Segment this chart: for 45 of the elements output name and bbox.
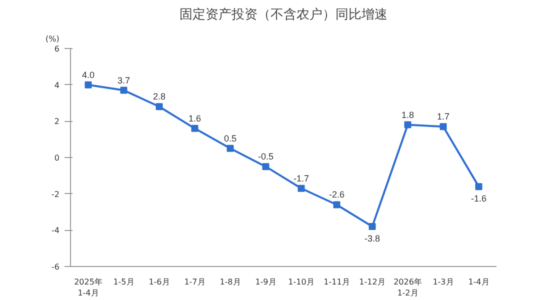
data-label: 0.5 (224, 133, 237, 144)
y-tick-label: -2 (52, 190, 60, 199)
data-label: -1.7 (293, 173, 310, 184)
point (333, 201, 340, 208)
data-label: 1.7 (436, 112, 450, 122)
x-tick-label: 1-4月 (468, 278, 490, 286)
x-tick-label: 1-9月 (255, 278, 276, 286)
point (404, 121, 412, 128)
x-tick-label: 1-12月 (359, 278, 386, 286)
point (298, 184, 305, 192)
y-tick-label: 4 (54, 80, 60, 90)
y-tick-label: 2 (54, 117, 60, 126)
chart-title: 固定资产投资（不含农户）同比增速 (180, 8, 388, 22)
y-tick-label: 0 (54, 154, 60, 162)
data-label: -2.6 (328, 190, 345, 200)
point (156, 103, 163, 110)
y-tick-label: -6 (52, 262, 60, 272)
x-tick-label: 2025年 1-4月 (74, 278, 102, 298)
point (368, 223, 376, 230)
point (475, 183, 482, 190)
x-tick-label: 1-6月 (148, 278, 170, 286)
x-tick-label: 1-5月 (113, 278, 134, 286)
data-label: -3.8 (364, 234, 380, 244)
data-label: -0.5 (258, 152, 274, 162)
x-tick-label: 2026年 1-2月 (394, 278, 422, 298)
point (120, 86, 128, 94)
point (440, 123, 447, 130)
y-tick-label: -4 (52, 226, 60, 236)
point (84, 81, 92, 88)
x-tick-label: 1-8月 (220, 278, 241, 286)
data-label: 1.6 (188, 113, 202, 124)
data-label: 3.7 (117, 75, 130, 86)
data-label: -1.6 (470, 194, 487, 204)
point (226, 144, 234, 152)
point (191, 124, 198, 132)
data-label: 4.0 (82, 70, 95, 80)
x-tick-label: 1-10月 (288, 278, 314, 286)
x-tick-label: 1-11月 (324, 278, 350, 286)
x-tick-label: 1-3月 (432, 278, 454, 286)
point (262, 163, 270, 170)
x-tick-label: 1-7月 (184, 278, 206, 286)
y-tick-label: 6 (54, 44, 60, 54)
y-axis-title: (%) (46, 34, 60, 44)
data-label: 2.8 (152, 92, 166, 102)
data-label: 1.8 (401, 110, 414, 120)
